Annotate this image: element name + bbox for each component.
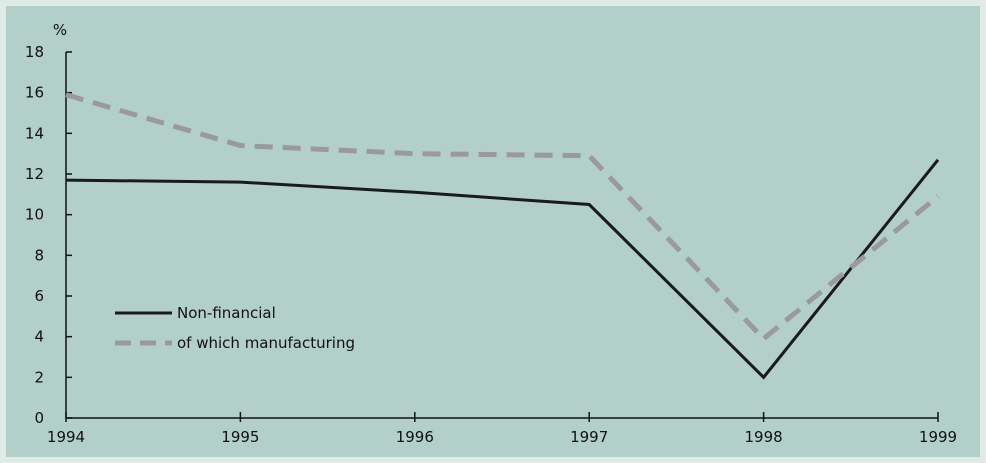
y-tick-label: 12 <box>25 165 44 183</box>
legend-label-non-financial: Non-financial <box>177 304 276 322</box>
y-tick-label: 2 <box>34 368 44 386</box>
x-tick-label: 1995 <box>221 428 259 446</box>
x-tick-label: 1997 <box>570 428 608 446</box>
y-tick-label: 6 <box>34 287 44 305</box>
legend-label-manufacturing: of which manufacturing <box>177 334 355 352</box>
series-line-non-financial <box>65 158 940 380</box>
y-tick-label: 18 <box>25 43 44 61</box>
series-lines <box>65 92 940 380</box>
x-tick-label: 1996 <box>396 428 434 446</box>
y-tick-label: 10 <box>25 206 44 224</box>
y-tick-label: 8 <box>34 246 44 264</box>
y-tick-label: 14 <box>25 124 44 142</box>
y-axis-unit-label: % <box>53 21 67 39</box>
x-tick-label: 1999 <box>919 428 957 446</box>
plot-panel <box>6 6 980 457</box>
legend: Non-financial of which manufacturing <box>115 304 355 352</box>
y-tick-label: 16 <box>25 84 44 102</box>
y-axis: 0 2 4 6 8 10 12 14 16 18 <box>25 43 72 427</box>
x-tick-label: 1994 <box>47 428 85 446</box>
x-axis: 1994 1995 1996 1997 1998 1999 <box>47 412 957 446</box>
y-tick-label: 4 <box>34 328 44 346</box>
y-tick-label: 0 <box>34 409 44 427</box>
series-line-manufacturing <box>65 92 940 343</box>
x-tick-label: 1998 <box>745 428 783 446</box>
